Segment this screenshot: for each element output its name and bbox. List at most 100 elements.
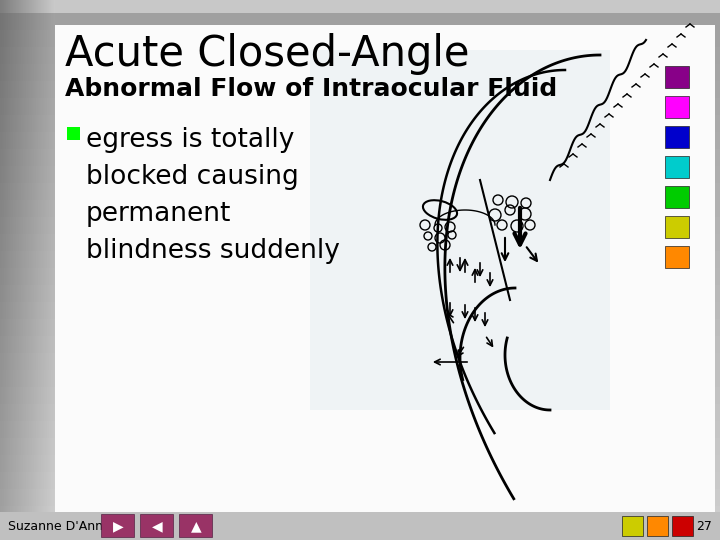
Bar — [101, 514, 134, 537]
Bar — [6, 0, 7, 540]
Bar — [67, 127, 80, 140]
Bar — [3, 0, 4, 540]
Bar — [0, 421, 720, 438]
Bar — [0, 387, 720, 404]
Bar — [11, 0, 12, 540]
Bar — [4, 0, 5, 540]
Bar — [622, 516, 643, 536]
Bar — [16, 0, 17, 540]
Bar — [47, 0, 48, 540]
Bar — [23, 0, 24, 540]
Text: egress is totally
blocked causing
permanent
blindness suddenly: egress is totally blocked causing perman… — [86, 127, 340, 264]
Bar — [39, 0, 40, 540]
Bar — [0, 149, 720, 166]
Bar — [0, 370, 720, 387]
Text: Abnormal Flow of Intraocular Fluid: Abnormal Flow of Intraocular Fluid — [65, 77, 557, 101]
Bar — [35, 0, 36, 540]
Bar — [51, 0, 52, 540]
Bar — [33, 0, 34, 540]
Bar — [179, 514, 212, 537]
Bar — [18, 0, 19, 540]
Bar — [665, 126, 689, 148]
Bar — [2, 0, 3, 540]
Text: ▲: ▲ — [191, 519, 202, 533]
Bar — [665, 156, 689, 178]
Bar — [0, 115, 720, 132]
Bar — [665, 96, 689, 118]
Bar — [0, 234, 720, 251]
Bar — [647, 516, 668, 536]
Bar — [21, 0, 22, 540]
Bar — [0, 404, 720, 421]
Bar — [665, 186, 689, 208]
Bar — [0, 98, 720, 115]
Bar — [34, 0, 35, 540]
Bar — [0, 353, 720, 370]
Bar — [0, 166, 720, 183]
Bar — [0, 319, 720, 336]
Bar — [14, 0, 15, 540]
Bar — [9, 0, 10, 540]
Bar — [32, 0, 33, 540]
Bar — [20, 0, 21, 540]
Bar — [53, 0, 54, 540]
Bar — [36, 0, 37, 540]
Bar — [38, 0, 39, 540]
Bar — [0, 64, 720, 81]
Bar — [52, 0, 53, 540]
Bar — [31, 0, 32, 540]
Bar — [10, 0, 11, 540]
Bar — [46, 0, 47, 540]
Bar — [0, 251, 720, 268]
Bar — [7, 0, 8, 540]
Bar — [27, 0, 28, 540]
Bar — [0, 512, 720, 540]
Bar — [25, 0, 26, 540]
Bar — [30, 0, 31, 540]
Text: 27: 27 — [696, 519, 712, 532]
Bar — [672, 516, 693, 536]
Bar — [44, 0, 45, 540]
Bar — [48, 0, 49, 540]
Text: ◀: ◀ — [152, 519, 162, 533]
Bar — [15, 0, 16, 540]
Bar — [29, 0, 30, 540]
Bar — [0, 455, 720, 472]
Bar — [0, 489, 720, 506]
Bar — [8, 0, 9, 540]
Bar — [26, 0, 27, 540]
Bar — [0, 472, 720, 489]
Bar — [54, 0, 55, 540]
Bar — [43, 0, 44, 540]
Bar — [0, 438, 720, 455]
Bar — [49, 0, 50, 540]
Bar — [37, 0, 38, 540]
Bar — [0, 336, 720, 353]
Bar — [0, 0, 1, 540]
Bar — [13, 0, 14, 540]
Text: Suzanne D'Anna: Suzanne D'Anna — [8, 519, 111, 532]
Bar — [310, 50, 610, 410]
Bar — [12, 0, 13, 540]
Bar — [0, 302, 720, 319]
Bar — [665, 66, 689, 88]
Bar — [0, 30, 720, 47]
Bar — [140, 514, 173, 537]
Bar — [42, 0, 43, 540]
Bar — [50, 0, 51, 540]
Text: Acute Closed-Angle: Acute Closed-Angle — [65, 33, 469, 75]
Bar — [19, 0, 20, 540]
Bar — [28, 0, 29, 540]
Bar — [0, 217, 720, 234]
Bar — [22, 0, 23, 540]
Bar — [0, 183, 720, 200]
Bar — [0, 13, 720, 30]
Bar — [1, 0, 2, 540]
Bar — [0, 285, 720, 302]
Bar — [0, 268, 720, 285]
Bar — [0, 200, 720, 217]
Bar — [0, 81, 720, 98]
Bar — [41, 0, 42, 540]
Bar — [17, 0, 18, 540]
Bar — [45, 0, 46, 540]
